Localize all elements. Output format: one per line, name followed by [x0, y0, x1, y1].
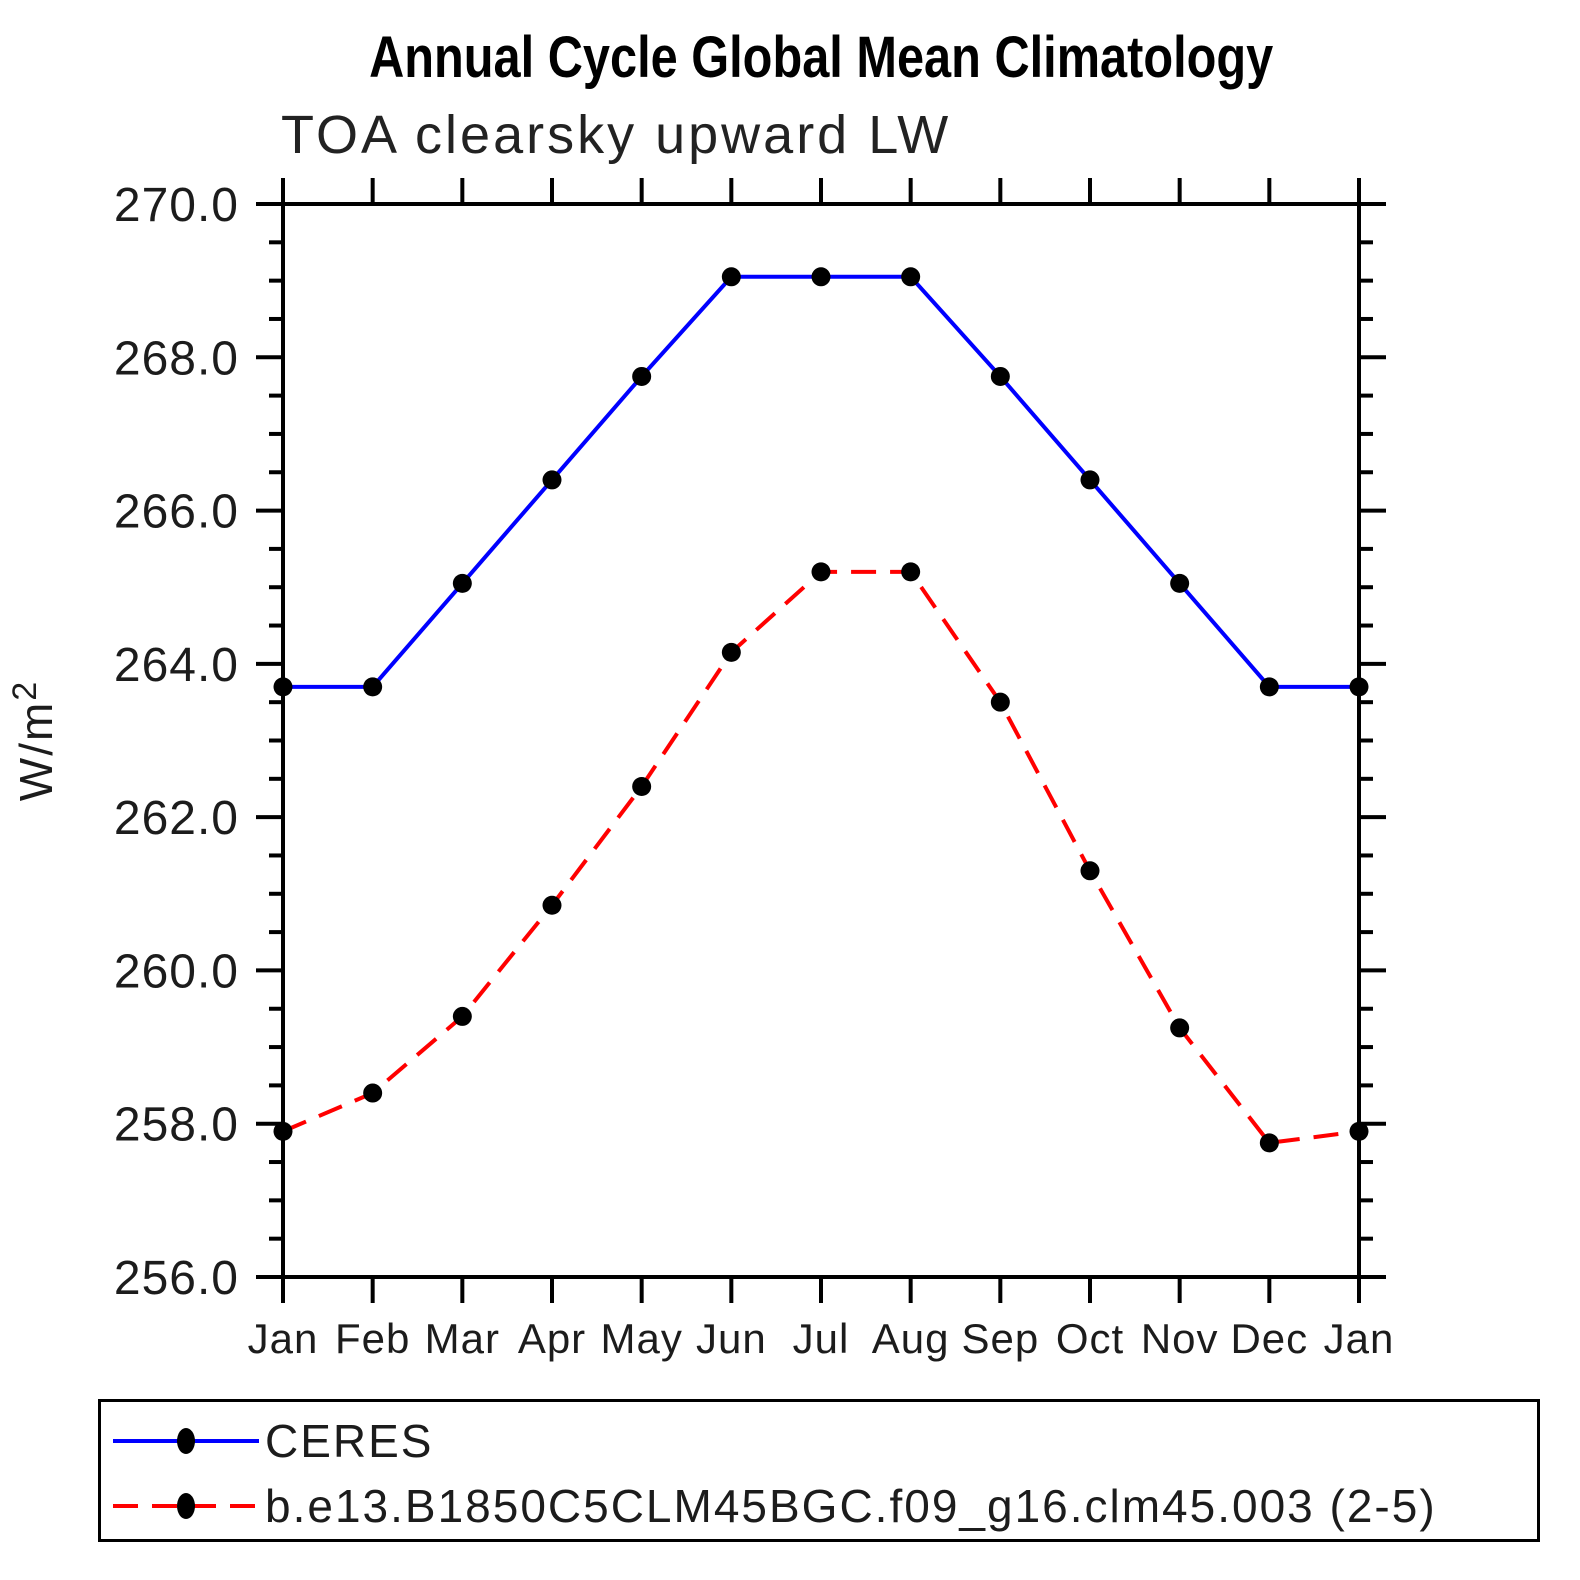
- y-tick-label: 256.0: [114, 1252, 239, 1305]
- y-tick-label: 260.0: [114, 945, 239, 998]
- x-tick-label: Sep: [961, 1315, 1039, 1362]
- data-point-marker-0: [542, 470, 562, 490]
- x-tick-label: Jun: [696, 1315, 767, 1362]
- data-point-marker-1: [721, 642, 741, 662]
- data-point-marker-0: [811, 267, 831, 287]
- series-line-0: [283, 274, 1359, 689]
- data-point-marker-1: [901, 562, 921, 582]
- y-tick-label: 268.0: [114, 332, 239, 385]
- data-point-marker-1: [1080, 861, 1100, 881]
- x-tick-label: Nov: [1141, 1315, 1219, 1362]
- data-point-marker-0: [363, 677, 383, 697]
- legend-box: CERES b.e13.B1850C5CLM45BGC.f09_g16.clm4…: [98, 1399, 1540, 1542]
- x-tick-label: Apr: [518, 1315, 586, 1362]
- data-point-marker-0: [901, 267, 921, 287]
- data-point-marker-1: [990, 692, 1010, 712]
- data-point-marker-0: [1170, 573, 1190, 593]
- data-point-marker-1: [542, 895, 562, 915]
- axis-box: [281, 202, 1361, 1279]
- legend-line-sample-ceres: [113, 1428, 259, 1454]
- data-point-marker-1: [1259, 1133, 1279, 1153]
- legend-label-model: b.e13.B1850C5CLM45BGC.f09_g16.clm45.003 …: [265, 1480, 1437, 1532]
- legend-label-ceres: CERES: [265, 1415, 434, 1467]
- x-tick-label: Jul: [793, 1315, 850, 1362]
- x-tick-label: Dec: [1230, 1315, 1308, 1362]
- y-axis-title: W/m2: [6, 680, 62, 801]
- data-point-marker-0: [990, 366, 1010, 386]
- data-point-marker-0: [273, 677, 293, 697]
- legend-line-sample-model: [113, 1493, 259, 1519]
- data-point-marker-0: [1349, 677, 1369, 697]
- data-point-marker-0: [721, 267, 741, 287]
- y-tick-label: 270.0: [114, 179, 239, 232]
- y-tick-label: 258.0: [114, 1099, 239, 1152]
- series-line-1: [282, 569, 1360, 1146]
- data-point-marker-0: [1259, 677, 1279, 697]
- x-tick-label: Mar: [425, 1315, 500, 1362]
- data-point-marker-1: [811, 562, 831, 582]
- legend-sample-marker: [177, 1428, 195, 1454]
- y-tick-label: 262.0: [114, 792, 239, 845]
- x-tick-label: May: [600, 1315, 682, 1362]
- chart-title: Annual Cycle Global Mean Climatology: [369, 25, 1274, 90]
- data-point-marker-1: [452, 1006, 472, 1026]
- data-point-marker-1: [632, 776, 652, 796]
- x-tick-label: Feb: [335, 1315, 410, 1362]
- x-tick-label: Aug: [872, 1315, 950, 1362]
- data-point-marker-1: [273, 1121, 293, 1141]
- data-point-marker-1: [1349, 1121, 1369, 1141]
- legend-sample-marker: [177, 1493, 195, 1519]
- x-tick-label: Jan: [248, 1315, 319, 1362]
- data-point-marker-0: [632, 366, 652, 386]
- x-tick-label: Jan: [1324, 1315, 1395, 1362]
- data-point-marker-1: [1170, 1018, 1190, 1038]
- y-tick-label: 264.0: [114, 639, 239, 692]
- data-point-marker-0: [1080, 470, 1100, 490]
- legend-entry-model: b.e13.B1850C5CLM45BGC.f09_g16.clm45.003 …: [111, 1480, 1437, 1532]
- data-point-marker-1: [363, 1083, 383, 1103]
- data-point-marker-0: [452, 573, 472, 593]
- legend-entry-ceres: CERES: [111, 1415, 433, 1467]
- y-tick-label: 266.0: [114, 486, 239, 539]
- x-tick-label: Oct: [1056, 1315, 1124, 1362]
- chart-subtitle: TOA clearsky upward LW: [281, 105, 952, 165]
